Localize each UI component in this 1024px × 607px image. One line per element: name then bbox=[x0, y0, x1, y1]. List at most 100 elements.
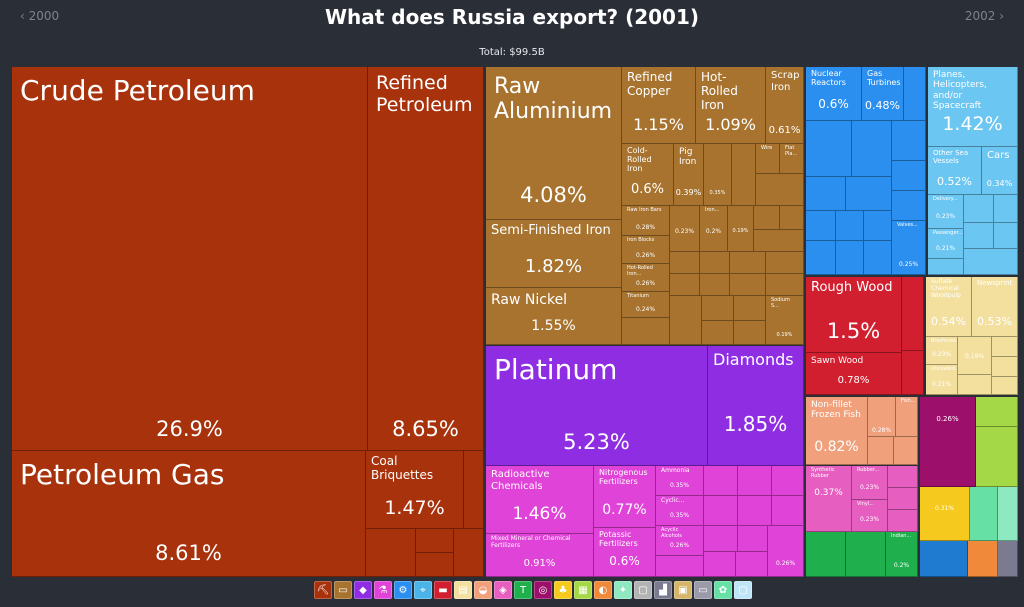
treemap-cell-trans-d[interactable] bbox=[994, 223, 1018, 249]
treemap-cell-wood-b[interactable] bbox=[902, 351, 924, 395]
treemap-cell-mach-j[interactable] bbox=[836, 211, 864, 241]
treemap-cell-scrap-iron[interactable]: Scrap Iron 0.61% bbox=[766, 67, 804, 144]
treemap-cell-coal-briquettes[interactable]: Coal Briquettes 1.47% bbox=[366, 451, 464, 529]
treemap-cell-crude-petroleum[interactable]: Crude Petroleum 26.9% bbox=[12, 67, 368, 451]
treemap-cell-newsprint[interactable]: Newsprint 0.53% bbox=[972, 277, 1018, 337]
treemap-cell-passenger-vehicles[interactable]: Passenger... 0.21% bbox=[928, 229, 964, 259]
treemap-cell-metal-e[interactable] bbox=[756, 174, 804, 206]
footwear-icon[interactable]: ▟ bbox=[654, 581, 672, 599]
treemap-cell-platinum[interactable]: Platinum 5.23% bbox=[486, 346, 708, 466]
treemap-cell-chem-m[interactable]: 0.26% bbox=[768, 526, 804, 577]
treemap-cell-nitrogenous-fertilizers[interactable]: Nitrogenous Fertilizers 0.77% bbox=[594, 466, 656, 528]
treemap-cell-refined-petroleum[interactable]: Refined Petroleum 8.65% bbox=[368, 67, 484, 451]
treemap-cell-metal-n[interactable] bbox=[730, 252, 766, 274]
treemap-cell-chem-o[interactable] bbox=[736, 552, 768, 577]
instruments-icon[interactable]: ⌖ bbox=[414, 581, 432, 599]
treemap-cell-stone-a[interactable] bbox=[976, 397, 1018, 427]
treemap-cell-metal-c[interactable]: Wire bbox=[756, 144, 780, 174]
treemap-cell-mach-m[interactable] bbox=[806, 241, 836, 275]
treemap-cell-misc-b[interactable] bbox=[998, 487, 1018, 541]
weapons-icon[interactable]: ✦ bbox=[614, 581, 632, 599]
treemap-cell-plastic-a[interactable]: Rubber... 0.23% bbox=[852, 466, 888, 500]
treemap-cell-paper-c[interactable] bbox=[992, 357, 1018, 377]
vegetable-icon[interactable]: ♣ bbox=[554, 581, 572, 599]
chemicals-icon[interactable]: ⚗ bbox=[374, 581, 392, 599]
treemap-cell-metal-j[interactable] bbox=[780, 206, 804, 230]
treemap-cell-metal-o[interactable] bbox=[766, 252, 804, 274]
misc-icon[interactable]: ▢ bbox=[634, 581, 652, 599]
next-year-button[interactable]: 2002 › bbox=[965, 9, 1004, 23]
treemap-cell-veg-a[interactable]: 0.31% bbox=[920, 487, 970, 541]
treemap-cell-sulfate-chemical-woodpulp[interactable]: Sulfate Chemical Woodpulp 0.54% bbox=[926, 277, 972, 337]
treemap-cell-mach-h[interactable] bbox=[892, 191, 926, 221]
treemap-cell-metal-y[interactable] bbox=[734, 321, 766, 345]
treemap-cell-plastic-c[interactable] bbox=[888, 466, 918, 488]
stone-icon[interactable]: ▦ bbox=[574, 581, 592, 599]
treemap-cell-cold-rolled-iron[interactable]: Cold-Rolled Iron 0.6% bbox=[622, 144, 674, 206]
treemap-cell-plastic-e[interactable] bbox=[888, 510, 918, 532]
treemap-cell-titanium[interactable]: Titanium 0.24% bbox=[622, 292, 670, 318]
transportation-icon[interactable]: ▬ bbox=[434, 581, 452, 599]
plants-icon[interactable]: ✿ bbox=[714, 581, 732, 599]
treemap-cell-synthetic-rubber[interactable]: Synthetic Rubber 0.37% bbox=[806, 466, 852, 532]
treemap-cell-mach-f[interactable] bbox=[806, 177, 846, 211]
treemap-cell-chem-f[interactable] bbox=[772, 466, 804, 496]
treemap-cell-chem-e[interactable] bbox=[738, 466, 772, 496]
art-icon[interactable]: ▣ bbox=[674, 581, 692, 599]
treemap-cell-metal-f[interactable]: 0.23% bbox=[670, 206, 700, 252]
treemap-cell-metal-w[interactable] bbox=[734, 296, 766, 321]
treemap-cell-chem-h[interactable] bbox=[738, 496, 772, 526]
treemap-cell-raw-nickel[interactable]: Raw Nickel 1.55% bbox=[486, 288, 622, 345]
animal-products-icon[interactable]: ◒ bbox=[474, 581, 492, 599]
treemap-cell-petroleum-gas[interactable]: Petroleum Gas 8.61% bbox=[12, 451, 366, 577]
treemap-cell-animal-d[interactable] bbox=[894, 437, 918, 465]
treemap-cell-misc-e[interactable] bbox=[998, 541, 1018, 577]
treemap-cell-paper-d[interactable] bbox=[958, 375, 992, 395]
treemap-cell-uncoated-paper[interactable]: Uncoated... 0.21% bbox=[926, 365, 958, 395]
treemap-cell-other-sea-vessels[interactable]: Other Sea Vessels 0.52% bbox=[928, 147, 982, 195]
services-icon[interactable]: ▢ bbox=[734, 581, 752, 599]
treemap-cell-mixed-mineral-or-chemical-fertilizers[interactable]: Mixed Mineral or Chemical Fertilizers 0.9… bbox=[486, 534, 594, 577]
treemap-cell-chem-n[interactable] bbox=[704, 552, 736, 577]
treemap-cell-mach-e[interactable] bbox=[892, 161, 926, 191]
treemap-cell-gas-turbines[interactable]: Gas Turbines 0.48% bbox=[862, 67, 904, 121]
treemap-cell-metal-h[interactable]: 0.19% bbox=[728, 206, 754, 252]
treemap-cell-chem-c[interactable]: Acyclic Alcohols 0.26% bbox=[656, 526, 704, 556]
treemap-cell-metal-b[interactable] bbox=[732, 144, 756, 206]
treemap-cell-metal-r[interactable] bbox=[730, 274, 766, 296]
treemap-cell-metal-q[interactable] bbox=[700, 274, 730, 296]
treemap-cell-paper-e[interactable] bbox=[992, 377, 1018, 395]
treemap-cell-trans-e[interactable] bbox=[928, 259, 964, 275]
treemap-cell-mach-k[interactable] bbox=[864, 211, 892, 241]
treemap-cell-mach-o[interactable] bbox=[864, 241, 892, 275]
treemap-cell-nuclear-reactors[interactable]: Nuclear Reactors 0.6% bbox=[806, 67, 862, 121]
machines-icon[interactable]: ⚙ bbox=[394, 581, 412, 599]
treemap-cell-hot-rolled-iron-bars[interactable]: Hot-Rolled Iron... 0.26% bbox=[622, 264, 670, 292]
vehicles-icon[interactable]: ▭ bbox=[694, 581, 712, 599]
treemap-cell-potassic-fertilizers[interactable]: Potassic Fertilizers 0.6% bbox=[594, 528, 656, 577]
treemap-cell-hot-rolled-iron[interactable]: Hot-Rolled Iron 1.09% bbox=[696, 67, 766, 144]
treemap-cell-refined-copper[interactable]: Refined Copper 1.15% bbox=[622, 67, 696, 144]
treemap-cell-chem-l[interactable] bbox=[738, 526, 768, 552]
treemap-cell-chem-g[interactable] bbox=[704, 496, 738, 526]
treemap-cell-iron-blocks[interactable]: Iron Blocks 0.26% bbox=[622, 236, 670, 264]
treemap-cell-mineral-small-1[interactable] bbox=[464, 451, 484, 529]
treemap-cell-brochures[interactable]: Brochures 0.23% bbox=[926, 337, 958, 365]
treemap-cell-mach-d[interactable] bbox=[892, 121, 926, 161]
treemap-cell-metal-x[interactable] bbox=[702, 321, 734, 345]
metals-icon[interactable]: ▭ bbox=[334, 581, 352, 599]
treemap-cell-chem-j[interactable] bbox=[656, 556, 704, 577]
treemap-cell-chem-i[interactable] bbox=[772, 496, 804, 526]
treemap-cell-metal-v[interactable] bbox=[702, 296, 734, 321]
treemap-cell-textile-a[interactable] bbox=[806, 532, 846, 577]
treemap-cell-metal-p[interactable] bbox=[670, 274, 700, 296]
treemap-cell-rough-wood[interactable]: Rough Wood 1.5% bbox=[806, 277, 902, 353]
treemap-cell-planes-helicopters-and-or-spacecraft[interactable]: Planes, Helicopters, and/or Spacecraft 1.… bbox=[928, 67, 1018, 147]
treemap-cell-mach-i[interactable] bbox=[806, 211, 836, 241]
treemap-cell-cars[interactable]: Cars 0.34% bbox=[982, 147, 1018, 195]
treemap-cell-sawn-wood[interactable]: Sawn Wood 0.78% bbox=[806, 353, 902, 395]
treemap-cell-stone-b[interactable] bbox=[976, 427, 1018, 487]
precious-metals-icon[interactable]: ◆ bbox=[354, 581, 372, 599]
treemap-cell-semi-finished-iron[interactable]: Semi-Finished Iron 1.82% bbox=[486, 220, 622, 288]
treemap-cell-mineral-small-5[interactable] bbox=[454, 529, 484, 577]
